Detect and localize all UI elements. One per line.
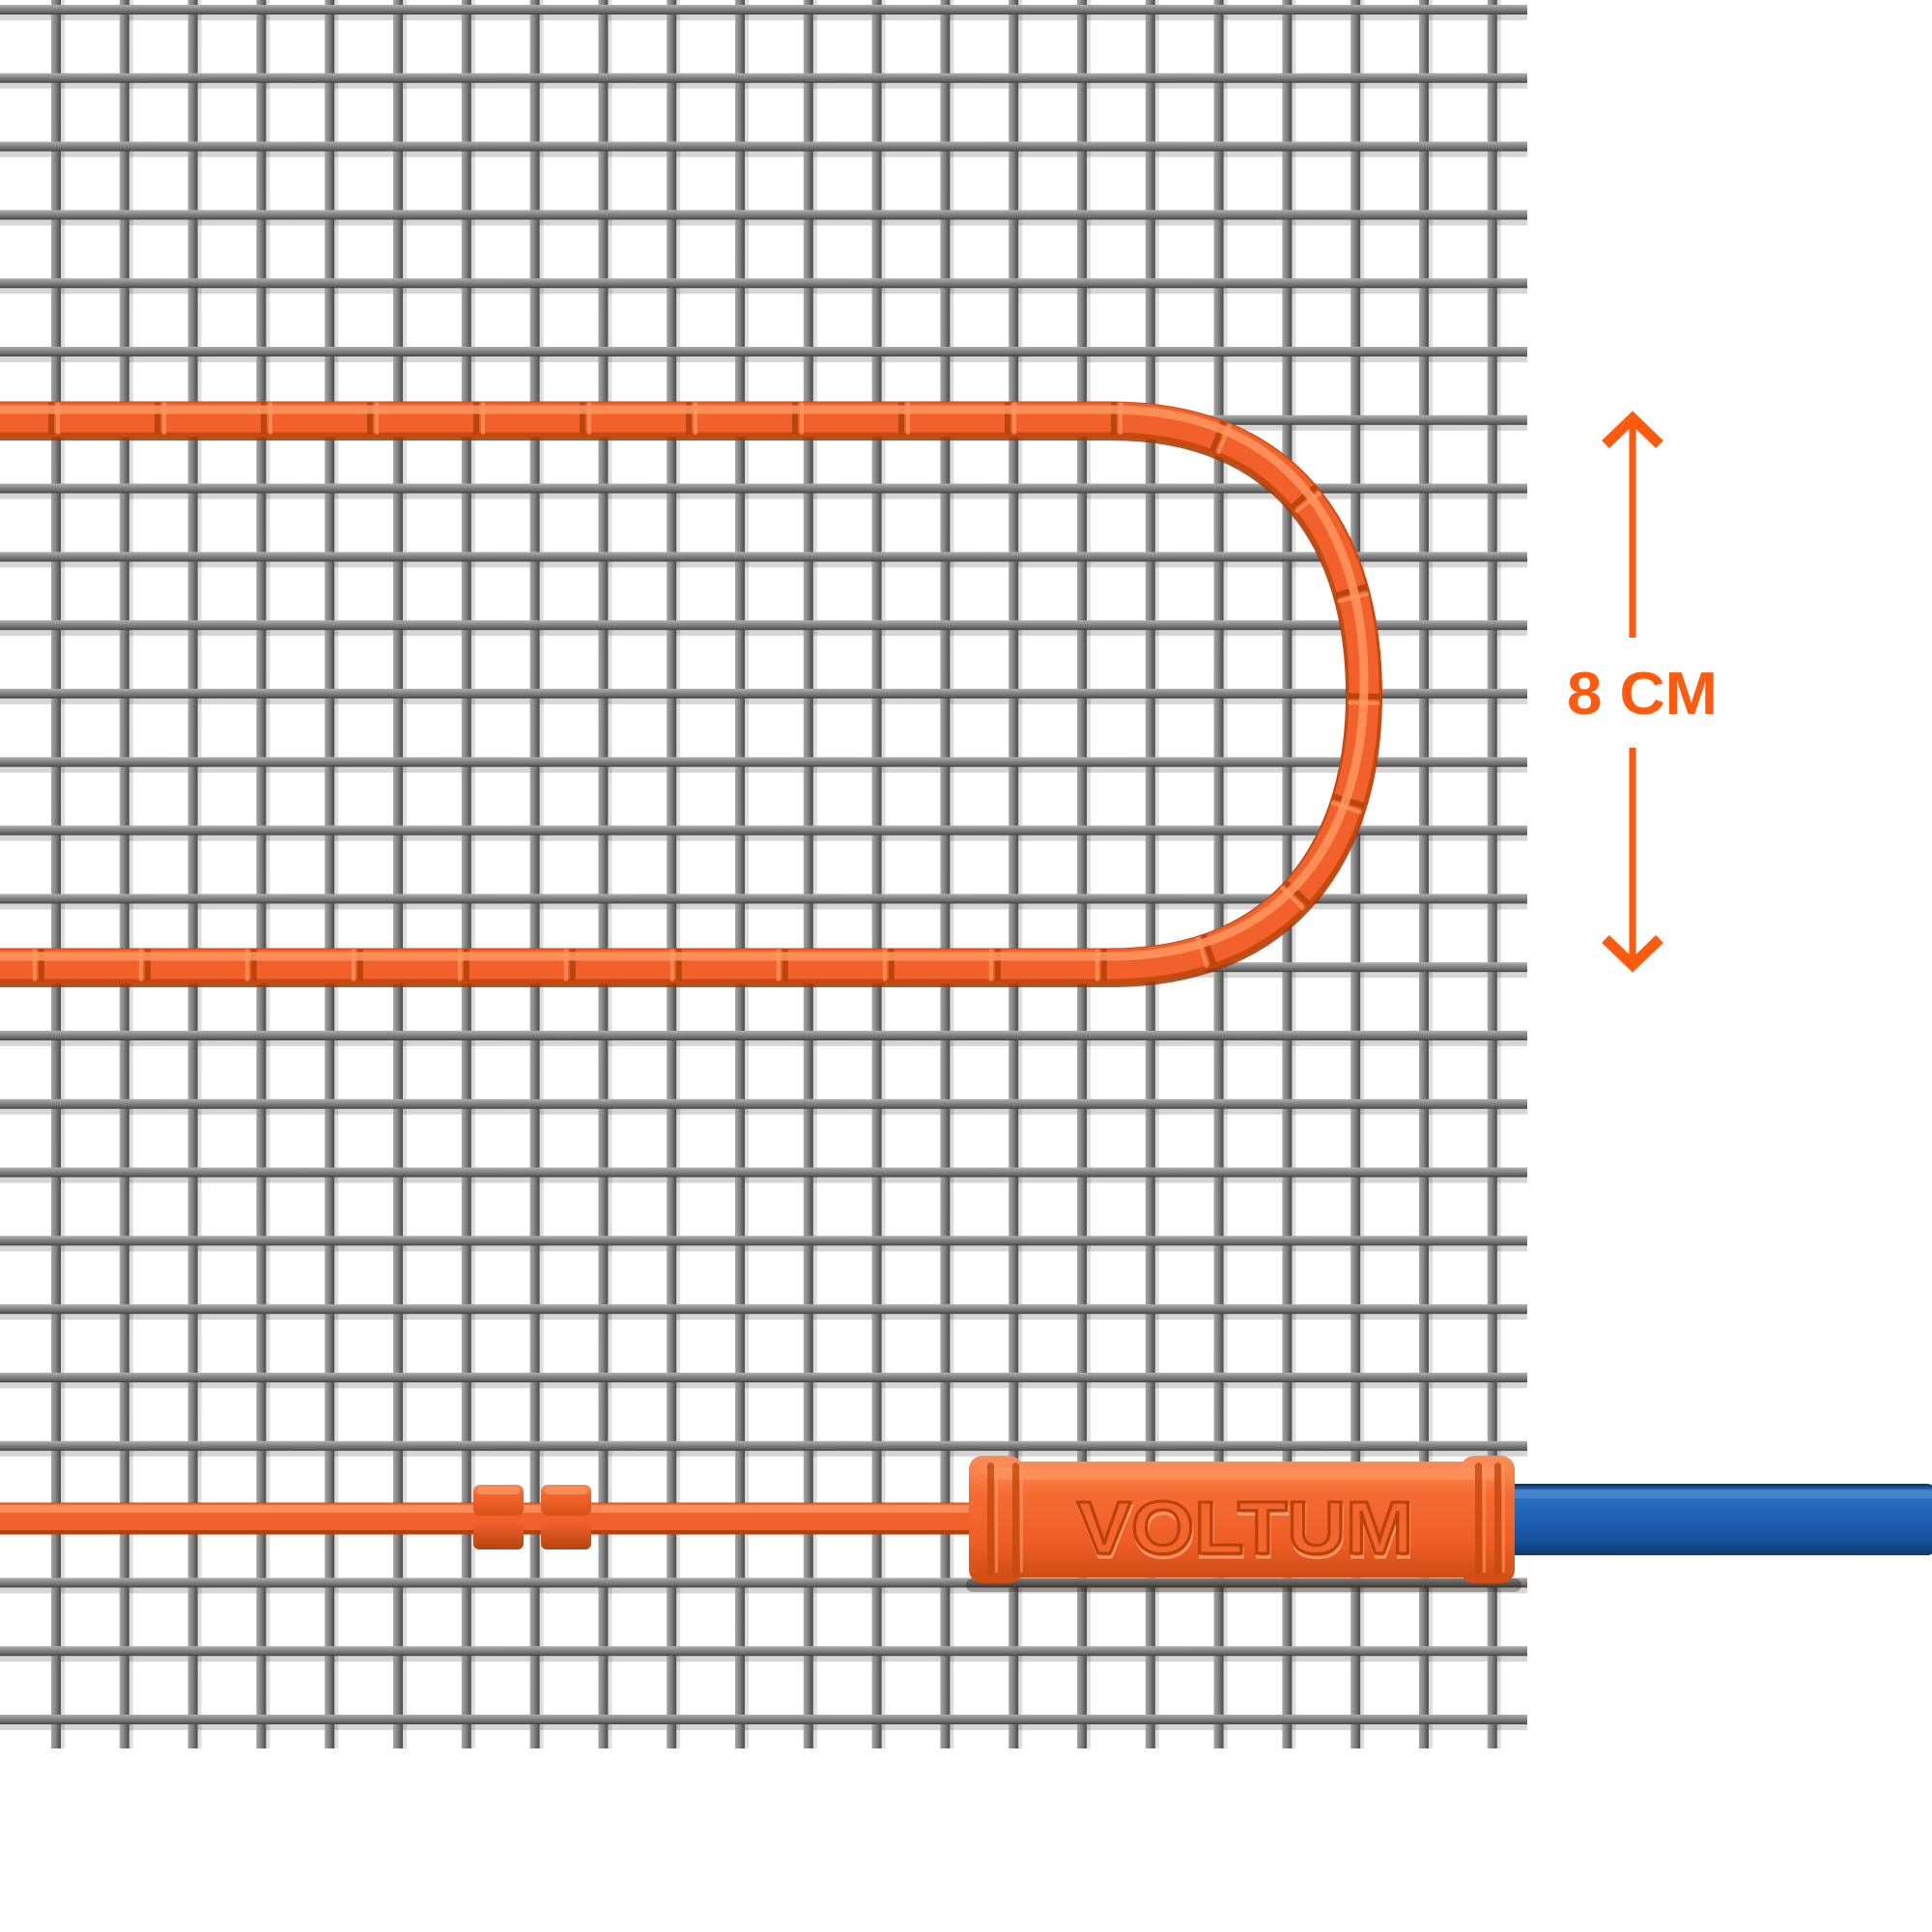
power-cord-blue-cable <box>1488 1484 1932 1555</box>
connector-brand-label: VOLTUM <box>1077 1487 1413 1570</box>
cable-fixing-clips <box>473 1485 591 1549</box>
connector-ribs <box>987 1463 1505 1575</box>
cable-clip <box>473 1485 524 1549</box>
arrow-up-icon <box>1602 411 1663 638</box>
wire-mesh-grid <box>0 0 1527 1748</box>
spacing-label: 8 CM <box>1567 661 1718 727</box>
connector-brand-label-emboss-light: VOLTUM <box>1078 1491 1414 1574</box>
cable-clip <box>541 1485 591 1549</box>
heating-cable <box>0 401 1383 987</box>
cable-connector: VOLTUM VOLTUM <box>966 1456 1521 1592</box>
cable-spacing-annotation: 8 CM <box>1567 411 1718 973</box>
arrow-down-icon <box>1602 748 1663 973</box>
